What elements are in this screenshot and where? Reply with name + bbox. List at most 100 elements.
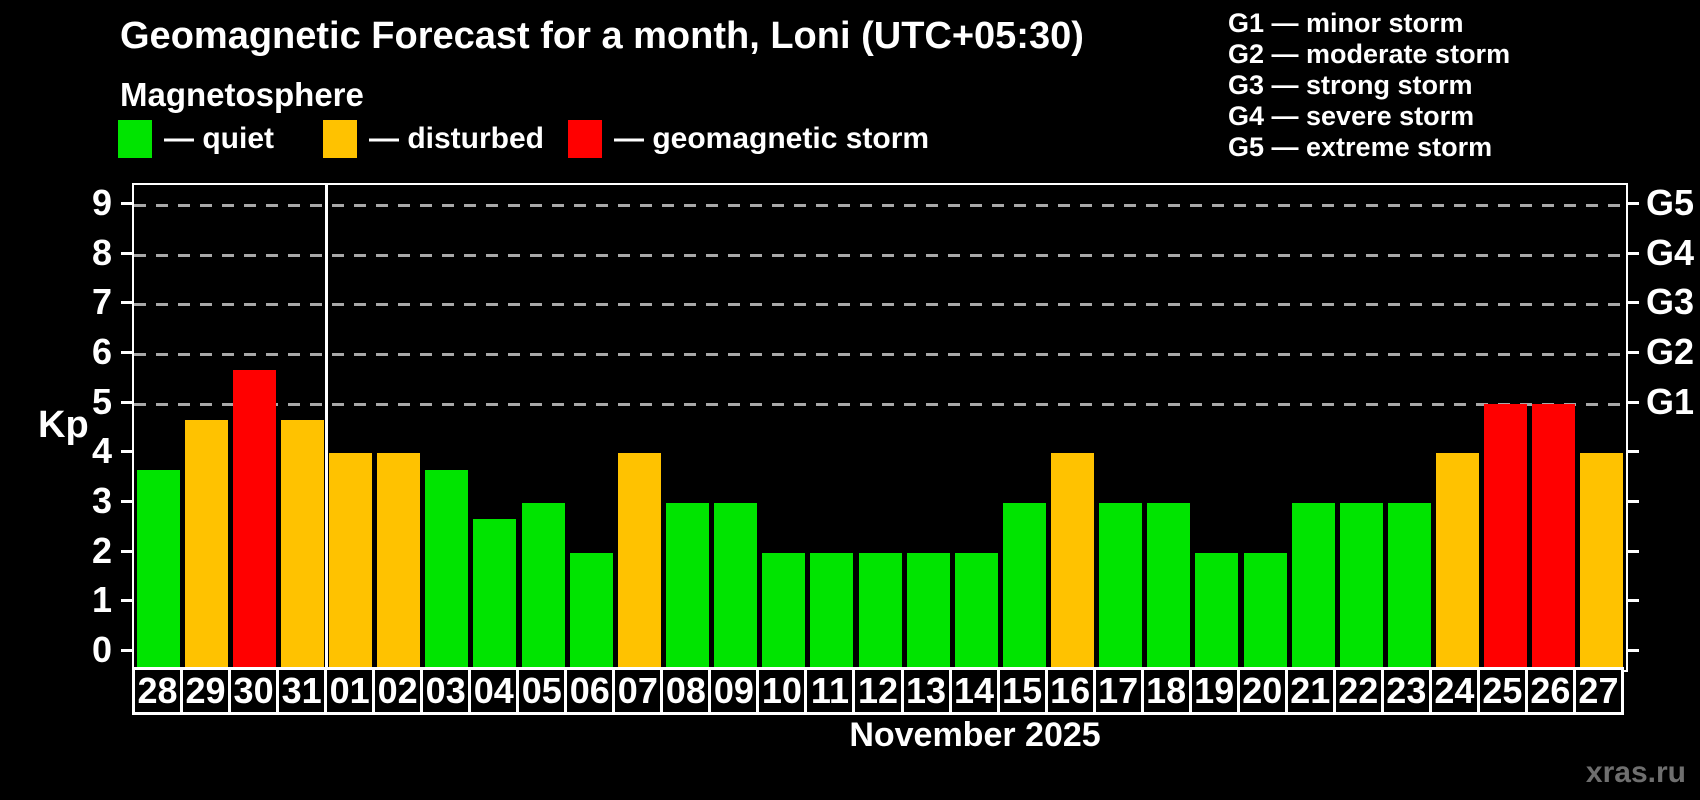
right-axis-label-G5: G5 [1646, 181, 1695, 223]
y-axis-tick-left-4 [121, 450, 132, 454]
right-axis-label-G1: G1 [1646, 380, 1695, 422]
y-axis-tick-left-1 [121, 599, 132, 603]
date-cell-16: 16 [1044, 667, 1096, 715]
legend-label-quiet: — quiet [164, 122, 274, 155]
storm-scale-legend-line: G1 — minor storm [1228, 8, 1464, 38]
watermark: xras.ru [1585, 756, 1686, 789]
kp-bar-30 [232, 370, 276, 670]
y-axis-tick-right-4 [1628, 450, 1639, 454]
kp-bar-23 [1387, 503, 1431, 670]
date-cell-29: 29 [180, 667, 232, 715]
date-cell-26: 26 [1524, 667, 1576, 715]
legend-label-disturbed: — disturbed [369, 122, 545, 155]
x-axis-month-label: November 2025 [849, 716, 1101, 754]
y-axis-tick-right-3 [1628, 499, 1639, 503]
date-cell-15: 15 [996, 667, 1048, 715]
y-axis-tick-label-8: 8 [91, 231, 112, 273]
kp-bar-26 [1532, 403, 1576, 670]
kp-bar-01 [329, 453, 373, 670]
y-axis-tick-label-6: 6 [91, 330, 112, 372]
date-cell-25: 25 [1476, 667, 1528, 715]
kp-bar-18 [1147, 503, 1191, 670]
gridline-kp8 [134, 253, 1626, 257]
kp-bar-11 [810, 552, 854, 670]
y-axis-tick-left-5 [121, 400, 132, 404]
y-axis-tick-label-3: 3 [91, 479, 112, 521]
chart-title: Geomagnetic Forecast for a month, Loni (… [120, 15, 1084, 57]
date-cell-20: 20 [1236, 667, 1288, 715]
date-cell-31: 31 [276, 667, 328, 715]
date-cell-05: 05 [516, 667, 568, 715]
storm-scale-legend-line: G3 — strong storm [1228, 70, 1473, 100]
y-axis-tick-left-0 [121, 649, 132, 652]
legend-item-disturbed: — disturbed [323, 120, 544, 158]
kp-bar-29 [184, 420, 228, 670]
kp-bar-10 [762, 552, 806, 670]
kp-bar-06 [569, 552, 613, 670]
kp-bar-05 [521, 503, 565, 670]
kp-bar-19 [1195, 552, 1239, 670]
kp-bar-04 [473, 519, 517, 670]
date-cell-17: 17 [1092, 667, 1144, 715]
month-separator-line [325, 185, 329, 670]
y-axis-tick-right-5 [1628, 400, 1639, 404]
date-cell-13: 13 [900, 667, 952, 715]
date-cell-27: 27 [1572, 667, 1624, 715]
kp-bar-13 [906, 552, 950, 670]
kp-bar-14 [954, 552, 998, 670]
y-axis-tick-right-1 [1628, 599, 1639, 603]
y-axis-tick-left-9 [121, 201, 132, 205]
date-cell-24: 24 [1428, 667, 1480, 715]
date-cell-08: 08 [660, 667, 712, 715]
kp-bar-03 [425, 469, 469, 670]
date-cell-10: 10 [756, 667, 808, 715]
chart-subtitle: Magnetosphere [120, 76, 364, 113]
kp-bar-15 [1002, 503, 1046, 670]
date-cell-07: 07 [612, 667, 664, 715]
y-axis-tick-left-2 [121, 549, 132, 553]
y-axis-tick-left-6 [121, 350, 132, 354]
legend-item-storm: — geomagnetic storm [568, 120, 929, 158]
date-cell-12: 12 [852, 667, 904, 715]
y-axis-tick-right-2 [1628, 549, 1639, 553]
legend-label-storm: — geomagnetic storm [614, 122, 930, 155]
date-cell-14: 14 [948, 667, 1000, 715]
kp-bar-02 [377, 453, 421, 670]
date-cell-03: 03 [420, 667, 472, 715]
kp-bar-16 [1051, 453, 1095, 670]
storm-scale-legend-line: G2 — moderate storm [1228, 39, 1511, 69]
quiet-swatch-icon [118, 120, 152, 158]
date-cell-22: 22 [1332, 667, 1384, 715]
disturbed-swatch-icon [323, 120, 357, 158]
y-axis-tick-label-5: 5 [91, 380, 112, 422]
gridline-kp5 [134, 402, 1626, 406]
y-axis-tick-label-0: 0 [91, 629, 112, 670]
y-axis-tick-left-3 [121, 499, 132, 503]
y-axis-tick-label-7: 7 [91, 281, 112, 323]
kp-bar-07 [617, 453, 661, 670]
y-axis-tick-label-2: 2 [91, 529, 112, 571]
x-axis-date-row: 28 29 30 31 01 02 03 04 05 06 07 08 09 10 11 12 13 14 15 16… [132, 667, 1624, 715]
y-axis-tick-right-9 [1628, 201, 1639, 205]
kp-bar-27 [1580, 453, 1624, 670]
kp-bar-09 [714, 503, 758, 670]
kp-bar-17 [1099, 503, 1143, 670]
y-axis-tick-right-8 [1628, 251, 1639, 255]
y-axis-tick-right-0 [1628, 649, 1639, 652]
date-cell-18: 18 [1140, 667, 1192, 715]
right-axis-label-G4: G4 [1646, 231, 1695, 273]
gridline-kp7 [134, 303, 1626, 307]
date-cell-11: 11 [804, 667, 856, 715]
date-cell-23: 23 [1380, 667, 1432, 715]
gridline-kp9 [134, 203, 1626, 207]
date-cell-04: 04 [468, 667, 520, 715]
kp-bar-20 [1243, 552, 1287, 670]
kp-bar-28 [136, 469, 180, 670]
storm-scale-legend-line: G4 — severe storm [1228, 101, 1475, 131]
legend-item-quiet: — quiet [118, 120, 274, 158]
kp-bar-31 [280, 420, 324, 670]
right-axis-label-G3: G3 [1646, 281, 1695, 323]
kp-bar-08 [665, 503, 709, 670]
date-cell-30: 30 [228, 667, 280, 715]
